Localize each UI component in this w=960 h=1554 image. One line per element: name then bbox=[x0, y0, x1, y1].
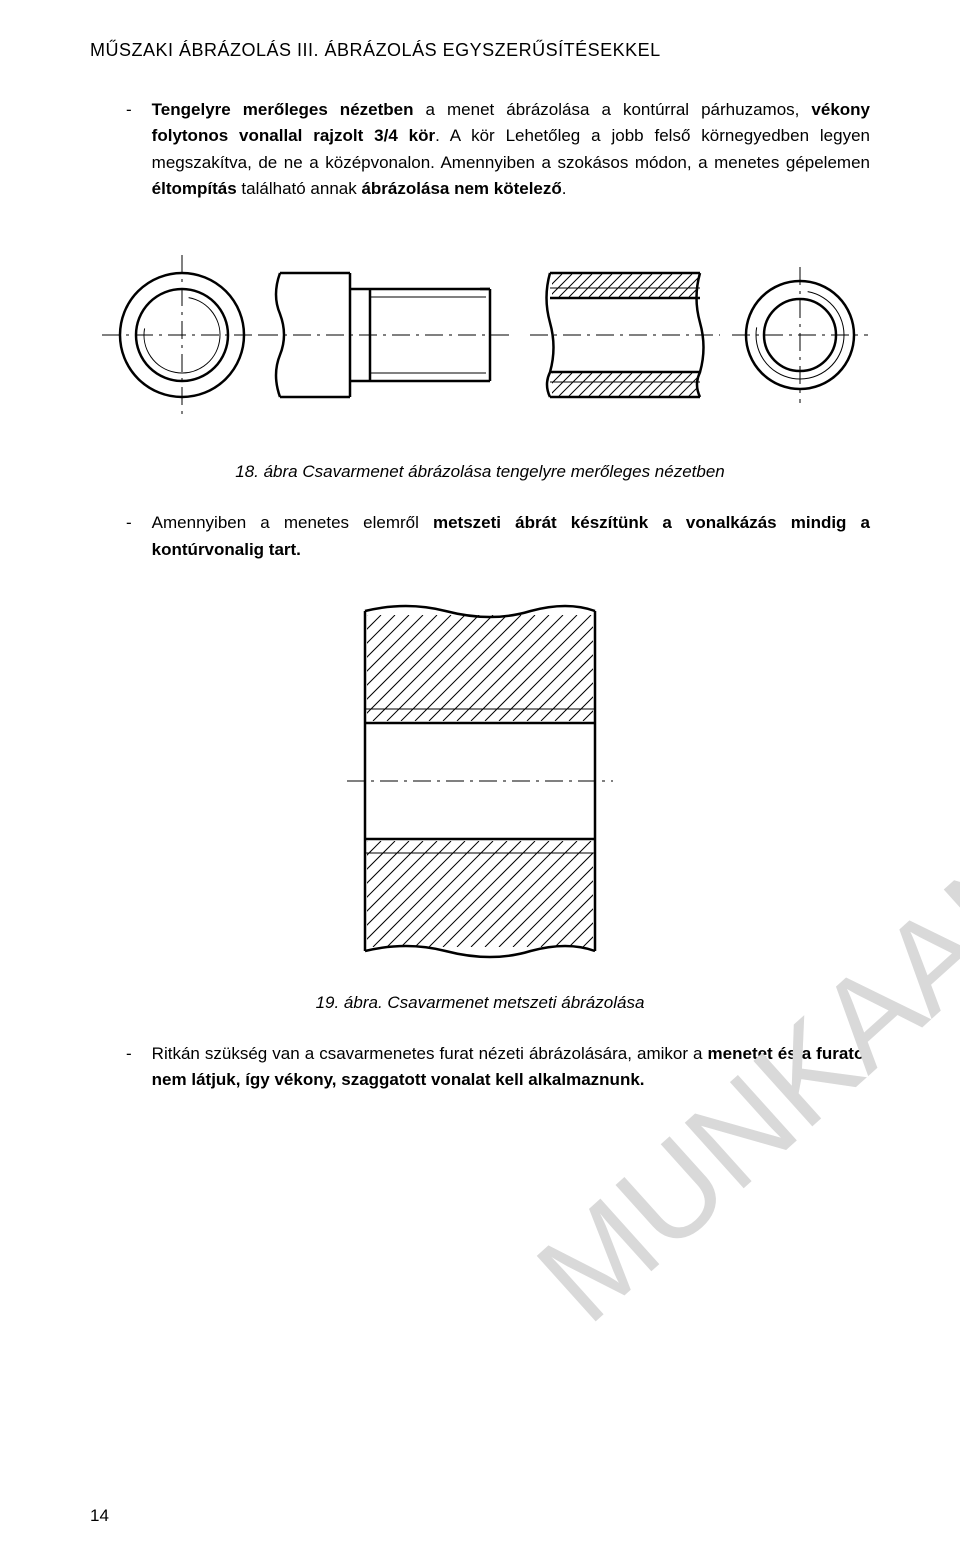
page: MUNKAANYAG MŰSZAKI ÁBRÁZOLÁS III. ÁBRÁZO… bbox=[0, 0, 960, 1554]
p1-run1: Tengelyre merőleges nézetben bbox=[152, 100, 414, 119]
page-number: 14 bbox=[90, 1506, 109, 1526]
figure-19-svg bbox=[345, 591, 615, 971]
p1-run6: található annak bbox=[237, 179, 362, 198]
bullet-dash: - bbox=[126, 1041, 132, 1067]
paragraph-1: - Tengelyre merőleges nézetben a menet á… bbox=[90, 97, 870, 202]
caption-19: 19. ábra. Csavarmenet metszeti ábrázolás… bbox=[90, 993, 870, 1013]
page-header: MŰSZAKI ÁBRÁZOLÁS III. ÁBRÁZOLÁS EGYSZER… bbox=[90, 40, 870, 61]
paragraph-3: - Ritkán szükség van a csavarmenetes fur… bbox=[90, 1041, 870, 1094]
figure-18-svg bbox=[90, 230, 870, 440]
paragraph-1-text: Tengelyre merőleges nézetben a menet ábr… bbox=[152, 97, 870, 202]
p2-run1: Amennyiben a menetes elemről bbox=[152, 513, 433, 532]
paragraph-2: - Amennyiben a menetes elemről metszeti … bbox=[90, 510, 870, 563]
p3-run1: Ritkán szükség van a csavarmenetes furat… bbox=[152, 1044, 708, 1063]
bullet-dash: - bbox=[126, 510, 132, 536]
p1-run2: a menet ábrázolása a kontúrral párhuzamo… bbox=[414, 100, 812, 119]
paragraph-2-text: Amennyiben a menetes elemről metszeti áb… bbox=[152, 510, 870, 563]
p1-run8: . bbox=[562, 179, 567, 198]
caption-18: 18. ábra Csavarmenet ábrázolása tengelyr… bbox=[90, 462, 870, 482]
bullet-dash: - bbox=[126, 97, 132, 123]
figure-18 bbox=[90, 230, 870, 440]
p1-run7: ábrázolása nem kötelező bbox=[361, 179, 561, 198]
paragraph-3-text: Ritkán szükség van a csavarmenetes furat… bbox=[152, 1041, 870, 1094]
figure-19 bbox=[90, 591, 870, 971]
p1-run5: éltompítás bbox=[152, 179, 237, 198]
